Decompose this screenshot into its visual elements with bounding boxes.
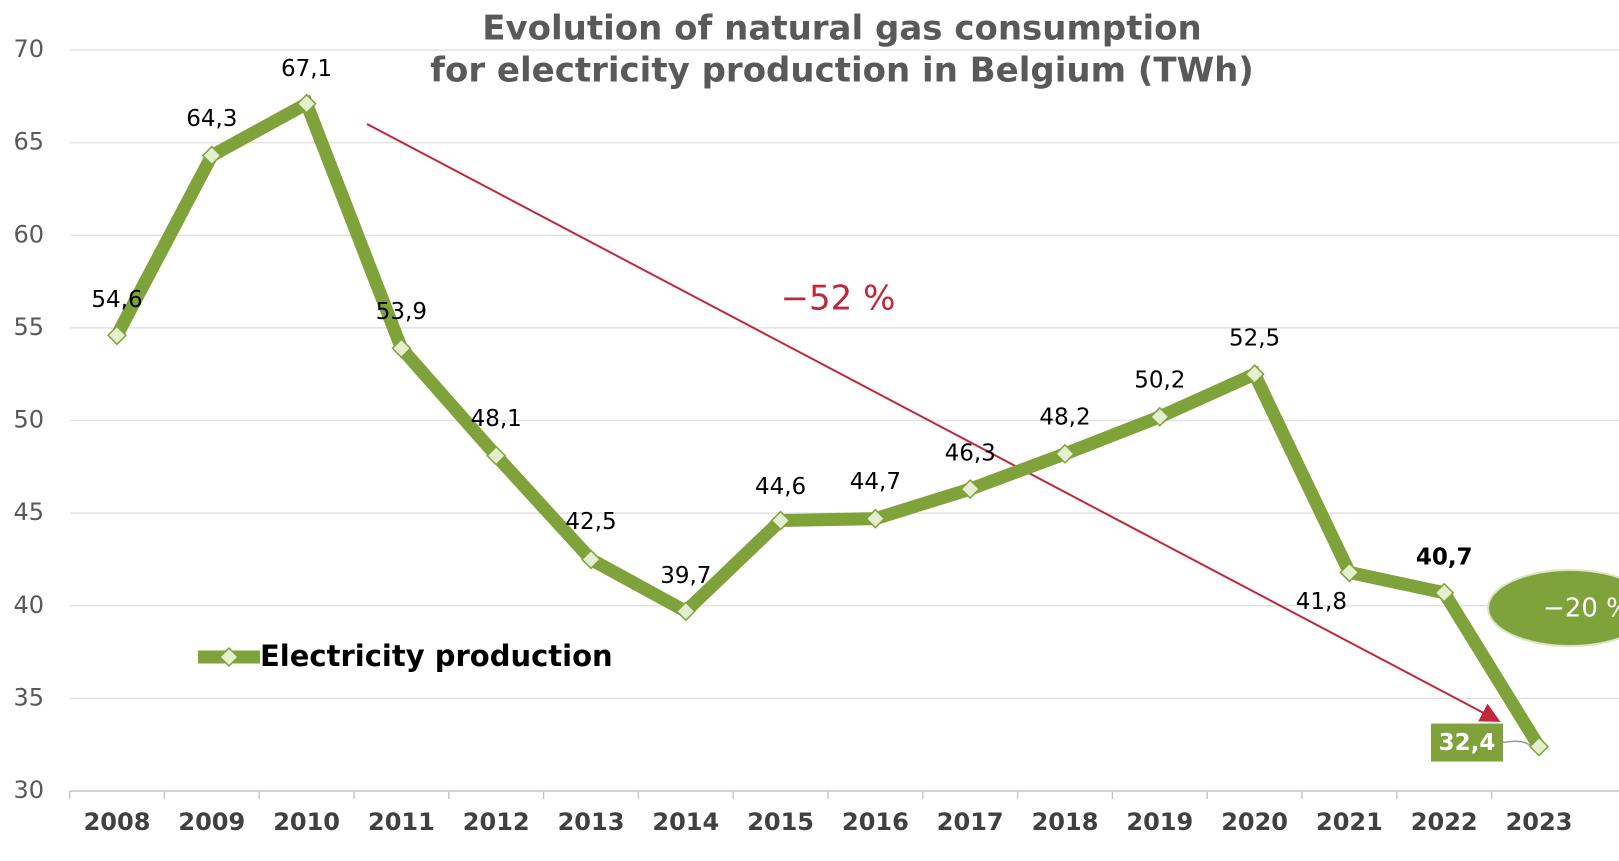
y-tick-label: 30 (13, 776, 44, 804)
x-tick-label: 2010 (273, 808, 340, 836)
marker (201, 145, 222, 166)
data-label: 64,3 (186, 106, 237, 132)
line (111, 94, 1545, 750)
marker (1054, 443, 1076, 464)
data-label: 52,5 (1229, 326, 1280, 352)
y-tick-label: 60 (13, 220, 44, 248)
x-tick-label: 2023 (1506, 808, 1573, 836)
x-tick-label: 2015 (747, 808, 814, 836)
data-label: 48,2 (1039, 404, 1090, 430)
marker (1528, 736, 1550, 757)
marker (770, 510, 791, 531)
x-tick-label: 2022 (1411, 808, 1478, 836)
y-tick-label: 40 (13, 591, 44, 619)
data-label: 32,4 (1439, 730, 1496, 756)
data-label: 41,8 (1296, 589, 1347, 615)
data-label: 67,1 (281, 56, 332, 82)
x-tick-label: 2014 (652, 808, 719, 836)
data-label: 44,7 (850, 469, 901, 495)
data-label: 53,9 (376, 299, 427, 325)
marker (675, 601, 696, 622)
data-label: 50,2 (1134, 367, 1185, 393)
y-tick-label: 65 (13, 128, 44, 156)
x-tick-label: 2016 (842, 808, 909, 836)
marker (1244, 364, 1265, 385)
annotation: −52 % (781, 279, 896, 319)
data-label: 46,3 (945, 441, 996, 467)
x-tick-label: 2009 (178, 808, 245, 836)
x-tick-label: 2013 (558, 808, 625, 836)
x-tick-label: 2011 (368, 808, 435, 836)
marker (1149, 406, 1170, 427)
x-tick-label: 2019 (1126, 808, 1193, 836)
x-tick-label: 2017 (937, 808, 1004, 836)
data-label: 39,7 (660, 563, 711, 589)
leader-line (1502, 740, 1532, 748)
marker (1339, 562, 1360, 583)
marker (865, 508, 886, 529)
data-label: 48,1 (471, 406, 522, 432)
y-tick-label: 70 (13, 35, 44, 63)
data-label: 42,5 (565, 509, 616, 535)
data-label: 54,6 (91, 287, 142, 313)
y-tick-label: 45 (13, 498, 44, 526)
data-label: 44,6 (755, 474, 806, 500)
annotation-bubble (1487, 569, 1619, 647)
marker (486, 445, 507, 466)
y-tick-label: 55 (13, 313, 44, 341)
marker (106, 325, 128, 346)
marker (391, 338, 412, 359)
marker (1434, 582, 1455, 603)
annotation: −20 % (1543, 594, 1619, 624)
chart-title: Evolution of natural gas consumption (482, 9, 1201, 49)
marker (960, 478, 981, 500)
x-tick-label: 2018 (1032, 808, 1099, 836)
legend-marker (218, 646, 240, 668)
x-tick-label: 2012 (463, 808, 530, 836)
label-box (1431, 723, 1503, 762)
marker (580, 549, 602, 570)
y-tick-label: 35 (13, 683, 44, 711)
legend-label: Electricity production (260, 639, 613, 673)
trend-arrow (366, 123, 1501, 722)
marker (296, 93, 317, 114)
data-label: 40,7 (1416, 544, 1473, 570)
x-tick-label: 2020 (1221, 808, 1288, 836)
x-tick-label: 2021 (1316, 808, 1383, 836)
y-tick-label: 50 (13, 406, 44, 434)
x-tick-label: 2008 (84, 808, 151, 836)
chart-title: for electricity production in Belgium (T… (430, 51, 1254, 91)
